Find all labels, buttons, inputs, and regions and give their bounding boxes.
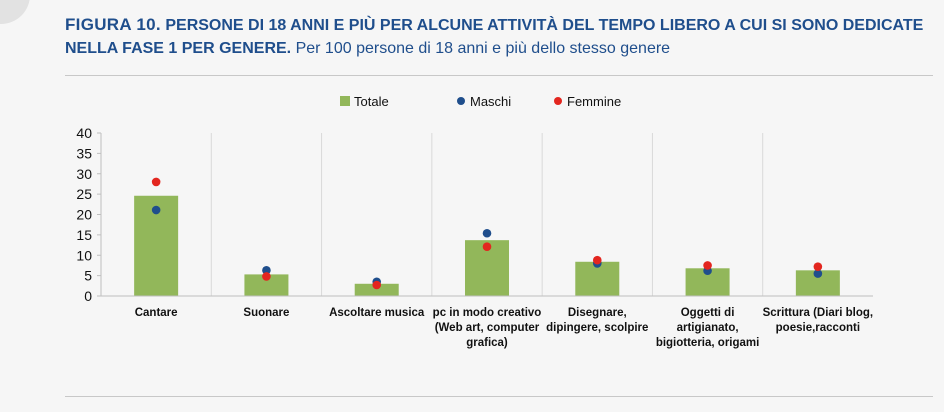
- marker-maschi: [482, 228, 492, 238]
- x-tick-label: Ascoltare musica: [329, 307, 425, 319]
- y-tick-label: 0: [84, 288, 92, 304]
- marker-femmine: [703, 261, 712, 270]
- legend-femmine-label: Femmine: [567, 94, 621, 109]
- bottom-divider: [65, 396, 933, 397]
- x-tick-label: Oggetti di artigianato, bigiotteria, origa…: [656, 307, 760, 349]
- legend-totale-swatch: [340, 96, 350, 106]
- marker-femmine: [372, 280, 382, 290]
- x-tick-label: Cantare: [135, 307, 178, 319]
- y-tick-label: 15: [76, 227, 92, 243]
- figure-subtitle: Per 100 persone di 18 anni e più dello s…: [295, 40, 671, 57]
- marker-femmine: [262, 272, 271, 281]
- x-tick-label: Disegnare, dipingere, scolpire: [546, 307, 648, 334]
- marker-femmine: [482, 242, 492, 251]
- marker-femmine: [813, 262, 823, 271]
- y-tick-label: 40: [76, 125, 92, 141]
- y-tick-label: 20: [76, 207, 92, 223]
- top-divider: [65, 75, 933, 76]
- marker-maschi: [151, 205, 161, 215]
- bar-totale: [244, 274, 289, 296]
- y-tick-label: 30: [76, 166, 92, 182]
- marker-femmine: [151, 177, 161, 187]
- x-tick-label: Scrittura (Diari blog, poesie,racconti: [763, 307, 874, 334]
- x-tick-label: pc in modo creativo (Web art, computer gra…: [433, 307, 542, 349]
- figure-title-block: FIGURA 10. PERSONE DI 18 ANNI E PIÙ PER …: [65, 13, 935, 60]
- figure-title: PERSONE DI 18 ANNI E PIÙ PER ALCUNE ATTI…: [65, 17, 924, 57]
- bar-totale: [354, 283, 399, 296]
- x-tick-label: Suonare: [243, 307, 289, 319]
- y-tick-label: 35: [76, 145, 92, 161]
- figure-label: FIGURA 10.: [65, 15, 161, 34]
- y-tick-label: 25: [76, 186, 92, 202]
- legend-femmine-marker: [554, 97, 562, 105]
- marker-femmine: [592, 255, 602, 265]
- legend-maschi-marker: [457, 97, 465, 105]
- marker-maschi: [262, 266, 271, 275]
- legend-totale-label: Totale: [354, 94, 389, 109]
- marker-maschi: [813, 269, 823, 278]
- y-tick-label: 10: [76, 247, 92, 263]
- legend-maschi-label: Maschi: [470, 94, 511, 109]
- y-tick-label: 5: [84, 268, 92, 284]
